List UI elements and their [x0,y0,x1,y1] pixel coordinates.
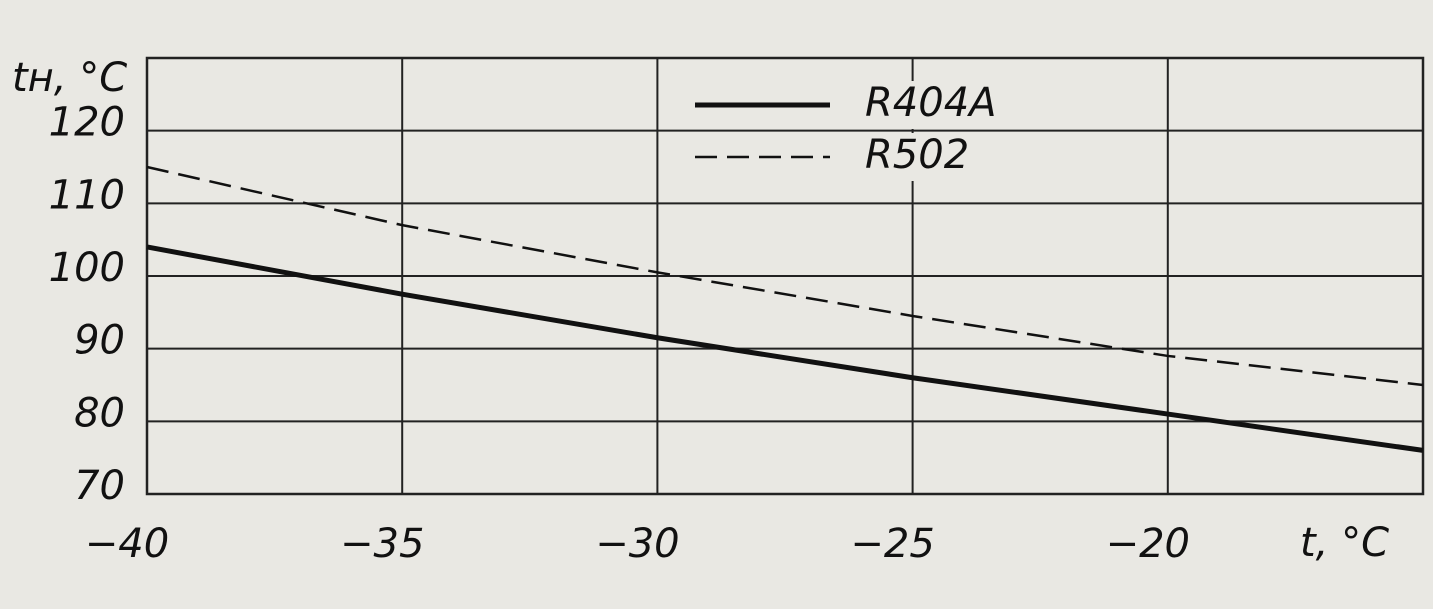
legend-label: R502 [865,132,969,178]
x-tick-label: −40 [85,521,169,567]
x-tick-label: −30 [595,521,679,567]
y-tick-label: 120 [49,100,125,146]
x-tick-label: −35 [340,521,424,567]
y-tick-label: 100 [49,245,125,291]
series-line [146,244,1424,453]
x-axis-label: t, °C [1300,520,1389,566]
y-tick-label: 80 [74,390,125,436]
y-axis-label: tн, °C [12,55,127,101]
series-line [146,165,1424,387]
x-tick-label: −20 [1106,521,1190,567]
x-tick-label: −25 [850,521,934,567]
y-tick-label: 90 [74,318,125,364]
y-tick-label: 110 [49,172,125,218]
legend-label: R404A [865,80,997,126]
y-tick-label: 70 [74,463,125,509]
